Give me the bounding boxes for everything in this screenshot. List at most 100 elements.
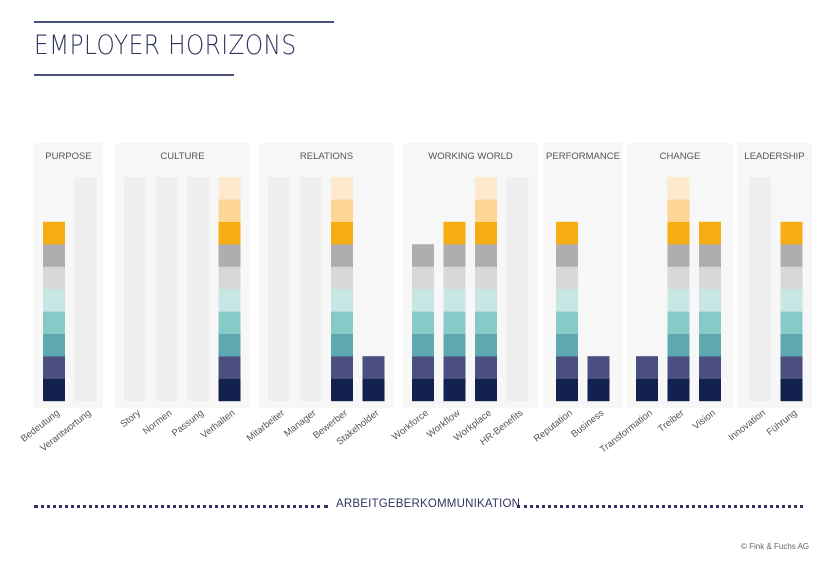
bar-empty-track [124, 177, 146, 401]
bar-segment [412, 289, 434, 312]
bar-segment [556, 311, 578, 334]
bar-segment [331, 378, 353, 402]
bar-segment [362, 356, 385, 379]
bar-segment [475, 221, 497, 245]
bar-segment [667, 199, 690, 222]
bar-segment [43, 266, 65, 290]
group-title: CHANGE [660, 151, 701, 162]
group-panel [543, 143, 623, 408]
bar-segment [475, 177, 497, 200]
bar-segment [218, 221, 241, 245]
bar-segment [475, 333, 497, 357]
bar-segment [780, 266, 803, 290]
bar-segment [218, 311, 241, 334]
bar-segment [218, 356, 241, 379]
bar-label: Führung [765, 408, 800, 438]
title-rule-bottom [34, 74, 234, 76]
bar-segment [699, 356, 721, 379]
bar-label: Innovation [727, 408, 768, 444]
bar-segment [667, 221, 690, 245]
bar-label: Story [119, 408, 143, 430]
bar-label: Reputation [532, 408, 575, 445]
bar-segment [780, 333, 803, 357]
bar-segment [556, 333, 578, 357]
bar-segment [780, 289, 803, 312]
bar-segment [587, 378, 610, 402]
group-title: RELATIONS [300, 151, 353, 162]
bar-segment [331, 177, 353, 200]
bar-segment [331, 221, 353, 245]
group-title: PERFORMANCE [546, 151, 620, 162]
bar-segment [331, 289, 353, 312]
bar-segment [699, 333, 721, 357]
bar-segment [443, 221, 466, 245]
bar-segment [43, 221, 65, 245]
bar-segment [699, 221, 721, 245]
bar-segment [699, 378, 721, 402]
bar-segment [43, 311, 65, 334]
bar-segment [475, 289, 497, 312]
bar-segment [218, 244, 241, 267]
bar-empty-track [187, 177, 209, 401]
bar-segment [667, 311, 690, 334]
bar-segment [443, 244, 466, 267]
bar-segment [667, 266, 690, 290]
bar-empty-track [299, 177, 322, 401]
bar-segment [636, 356, 658, 379]
bar-segment [475, 244, 497, 267]
bar-label: Workforce [390, 408, 431, 443]
bar-segment [667, 177, 690, 200]
bar-label: Vision [691, 408, 718, 432]
bar-segment [443, 378, 466, 402]
bar-segment [218, 199, 241, 222]
bar-segment [218, 177, 241, 200]
bar-segment [556, 266, 578, 290]
bar-segment [780, 311, 803, 334]
bar-segment [556, 356, 578, 379]
bar-segment [699, 244, 721, 267]
bar-segment [667, 333, 690, 357]
footer-dotted-line-right [517, 505, 803, 511]
bar-segment [443, 289, 466, 312]
bar-segment [556, 221, 578, 245]
title-rule-top [34, 21, 334, 23]
bar-label: Transformation [598, 408, 655, 456]
bar-segment [780, 244, 803, 267]
bar-segment [412, 311, 434, 334]
bar-segment [331, 311, 353, 334]
group-title: WORKING WORLD [428, 151, 513, 162]
bar-segment [556, 289, 578, 312]
bar-empty-track [506, 177, 529, 401]
bar-segment [556, 378, 578, 402]
bar-segment [475, 356, 497, 379]
bar-segment [780, 356, 803, 379]
bar-segment [218, 378, 241, 402]
bar-segment [443, 333, 466, 357]
bar-segment [43, 289, 65, 312]
bar-segment [331, 356, 353, 379]
bar-segment [475, 199, 497, 222]
bar-segment [331, 333, 353, 357]
bar-segment [780, 221, 803, 245]
bar-segment [780, 378, 803, 402]
bar-segment [699, 311, 721, 334]
bar-segment [475, 266, 497, 290]
group-title: PURPOSE [45, 151, 91, 162]
bar-segment [475, 311, 497, 334]
bar-label: Treiber [656, 408, 686, 435]
bar-segment [412, 244, 434, 267]
bar-segment [443, 311, 466, 334]
bar-segment [556, 244, 578, 267]
bar-empty-track [155, 177, 178, 401]
bar-segment [699, 289, 721, 312]
bar-empty-track [749, 177, 771, 401]
bar-segment [443, 266, 466, 290]
bar-segment [218, 266, 241, 290]
footer-label: ARBEITGEBERKOMMUNIKATION [336, 498, 521, 510]
bar-segment [587, 356, 610, 379]
bar-label: Verhalten [199, 408, 237, 441]
bar-segment [43, 356, 65, 379]
bar-segment [412, 333, 434, 357]
bar-empty-track [268, 177, 290, 401]
